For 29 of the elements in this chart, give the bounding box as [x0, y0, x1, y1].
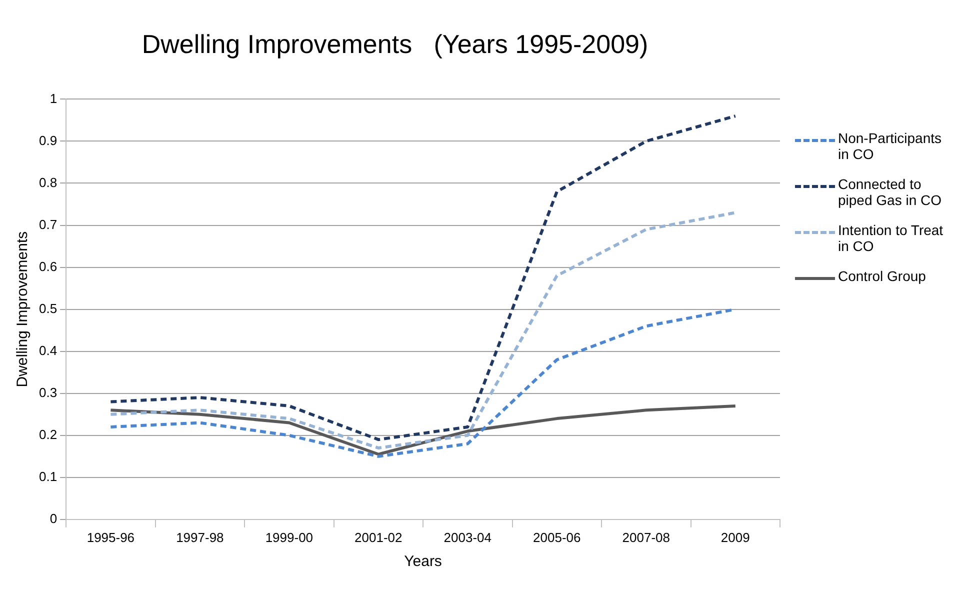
y-tick-label: 0.4: [38, 342, 58, 358]
y-tick-label: 0: [50, 510, 58, 526]
y-tick-label: 0.5: [38, 300, 58, 316]
x-tick-label: 2007-08: [622, 530, 670, 545]
legend-label: Connected to piped Gas in CO: [838, 176, 942, 208]
x-tick-label: 2003-04: [444, 530, 492, 545]
y-axis-title: Dwelling Improvements: [14, 231, 32, 388]
y-tick-label: 0.2: [38, 426, 58, 442]
x-tick-label: 1995-96: [86, 530, 135, 545]
y-tick-label: 0.8: [38, 174, 58, 190]
x-axis-title: Years: [404, 553, 442, 570]
legend-label: Control Group: [838, 268, 926, 284]
x-tick-label: 1999-00: [265, 530, 314, 545]
y-tick-label: 0.9: [38, 132, 58, 148]
line-series: [109, 114, 737, 442]
x-tick-label: 2009: [720, 530, 750, 545]
y-tick-label: 0.3: [38, 384, 58, 400]
legend-label: Intention to Treat in CO: [838, 222, 944, 254]
line-series: [109, 211, 737, 450]
line-series: [109, 308, 737, 458]
y-tick-label: 0.1: [38, 468, 58, 484]
x-tick-label: 2001-02: [354, 530, 402, 545]
legend-label: Non-Participants in CO: [838, 130, 942, 162]
y-tick-label: 1: [50, 90, 58, 106]
x-tick-label: 2005-06: [533, 530, 581, 545]
y-tick-label: 0.7: [38, 216, 58, 232]
y-tick-label: 0.6: [38, 258, 58, 274]
x-tick-label: 1997-98: [176, 530, 224, 545]
chart-title: Dwelling Improvements (Years 1995-2009): [142, 28, 648, 59]
